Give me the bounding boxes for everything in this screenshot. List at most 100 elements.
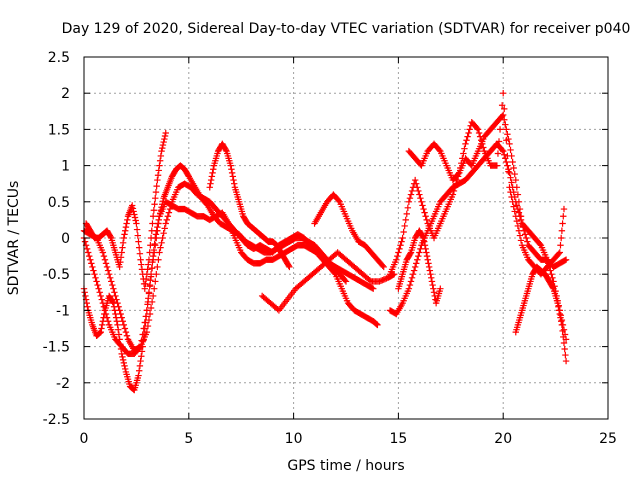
data-point	[507, 188, 514, 196]
data-point	[555, 303, 562, 310]
data-point	[417, 194, 424, 202]
data-point	[415, 252, 422, 260]
data-point	[425, 263, 433, 271]
data-point	[100, 252, 108, 260]
data-point	[341, 277, 349, 284]
data-point	[500, 147, 507, 155]
data-point	[96, 329, 104, 336]
data-point	[465, 129, 472, 137]
series-track-g	[311, 191, 387, 271]
data-point	[117, 254, 125, 261]
data-point	[111, 307, 118, 314]
data-point	[407, 250, 414, 257]
data-point	[559, 327, 566, 335]
data-point	[380, 263, 387, 271]
data-point	[83, 299, 90, 307]
data-point	[372, 320, 380, 327]
data-point	[511, 208, 518, 215]
data-point	[423, 249, 430, 256]
data-point	[557, 242, 564, 249]
data-point	[134, 232, 141, 239]
data-point	[560, 213, 567, 220]
data-point	[401, 222, 408, 230]
data-point	[90, 267, 97, 274]
data-point	[144, 266, 151, 273]
data-point	[479, 140, 486, 148]
data-point	[159, 234, 166, 242]
series-track-d	[82, 129, 169, 292]
data-point	[393, 256, 400, 263]
data-point	[395, 249, 402, 256]
data-point	[161, 225, 168, 232]
data-point	[379, 277, 386, 284]
data-point	[510, 164, 517, 172]
data-point	[93, 278, 100, 285]
data-point	[116, 263, 123, 271]
data-point	[81, 238, 89, 245]
data-point	[119, 353, 126, 361]
series-track-e	[206, 140, 293, 271]
data-point	[146, 281, 154, 289]
data-point	[88, 260, 95, 267]
data-point	[158, 239, 165, 247]
data-point	[120, 321, 128, 329]
data-point	[107, 274, 114, 282]
data-point	[513, 217, 521, 225]
data-point	[145, 261, 152, 268]
data-point	[119, 244, 126, 251]
data-point	[103, 314, 111, 321]
data-point	[480, 144, 487, 151]
data-point	[416, 249, 423, 256]
data-point	[507, 174, 514, 181]
data-point	[426, 267, 434, 274]
data-point	[152, 278, 159, 285]
data-point	[230, 176, 237, 184]
data-point	[556, 310, 563, 318]
y-tick-label: 0	[61, 231, 70, 247]
data-point	[380, 276, 387, 283]
data-point	[157, 152, 165, 160]
chart-title: Day 129 of 2020, Sidereal Day-to-day VTE…	[62, 21, 631, 37]
data-point	[422, 245, 429, 253]
data-point	[418, 198, 425, 205]
data-point	[141, 319, 148, 326]
data-point	[109, 298, 116, 306]
data-point	[101, 307, 109, 314]
y-axis-label: SDTVAR / TECUs	[6, 181, 22, 296]
data-point	[286, 263, 293, 271]
y-tick-label: -1.5	[43, 340, 70, 356]
data-point	[458, 159, 465, 167]
data-point	[118, 350, 125, 358]
data-point	[547, 267, 554, 274]
data-point	[474, 126, 482, 133]
data-point	[524, 238, 531, 245]
data-point	[460, 150, 467, 157]
data-point	[119, 239, 127, 247]
data-point	[516, 232, 524, 239]
data-point	[99, 249, 107, 256]
data-point	[141, 285, 148, 292]
data-point	[493, 162, 501, 169]
data-point	[151, 240, 158, 248]
data-point	[558, 227, 566, 234]
data-point	[381, 275, 389, 283]
data-point	[112, 292, 119, 300]
data-point	[137, 256, 144, 263]
data-point	[147, 242, 154, 249]
data-point	[115, 326, 122, 333]
data-point	[118, 249, 125, 256]
data-point	[120, 234, 128, 242]
data-point	[113, 318, 121, 325]
data-point	[285, 262, 292, 269]
data-point	[138, 348, 146, 355]
data-point	[99, 299, 107, 307]
data-point	[398, 238, 405, 245]
data-point	[509, 198, 516, 205]
data-point	[411, 263, 419, 271]
data-point	[142, 313, 150, 320]
data-point	[96, 289, 103, 296]
data-point	[416, 191, 423, 198]
data-point	[149, 220, 156, 227]
data-point	[145, 256, 153, 263]
x-tick-label: 15	[389, 431, 407, 447]
